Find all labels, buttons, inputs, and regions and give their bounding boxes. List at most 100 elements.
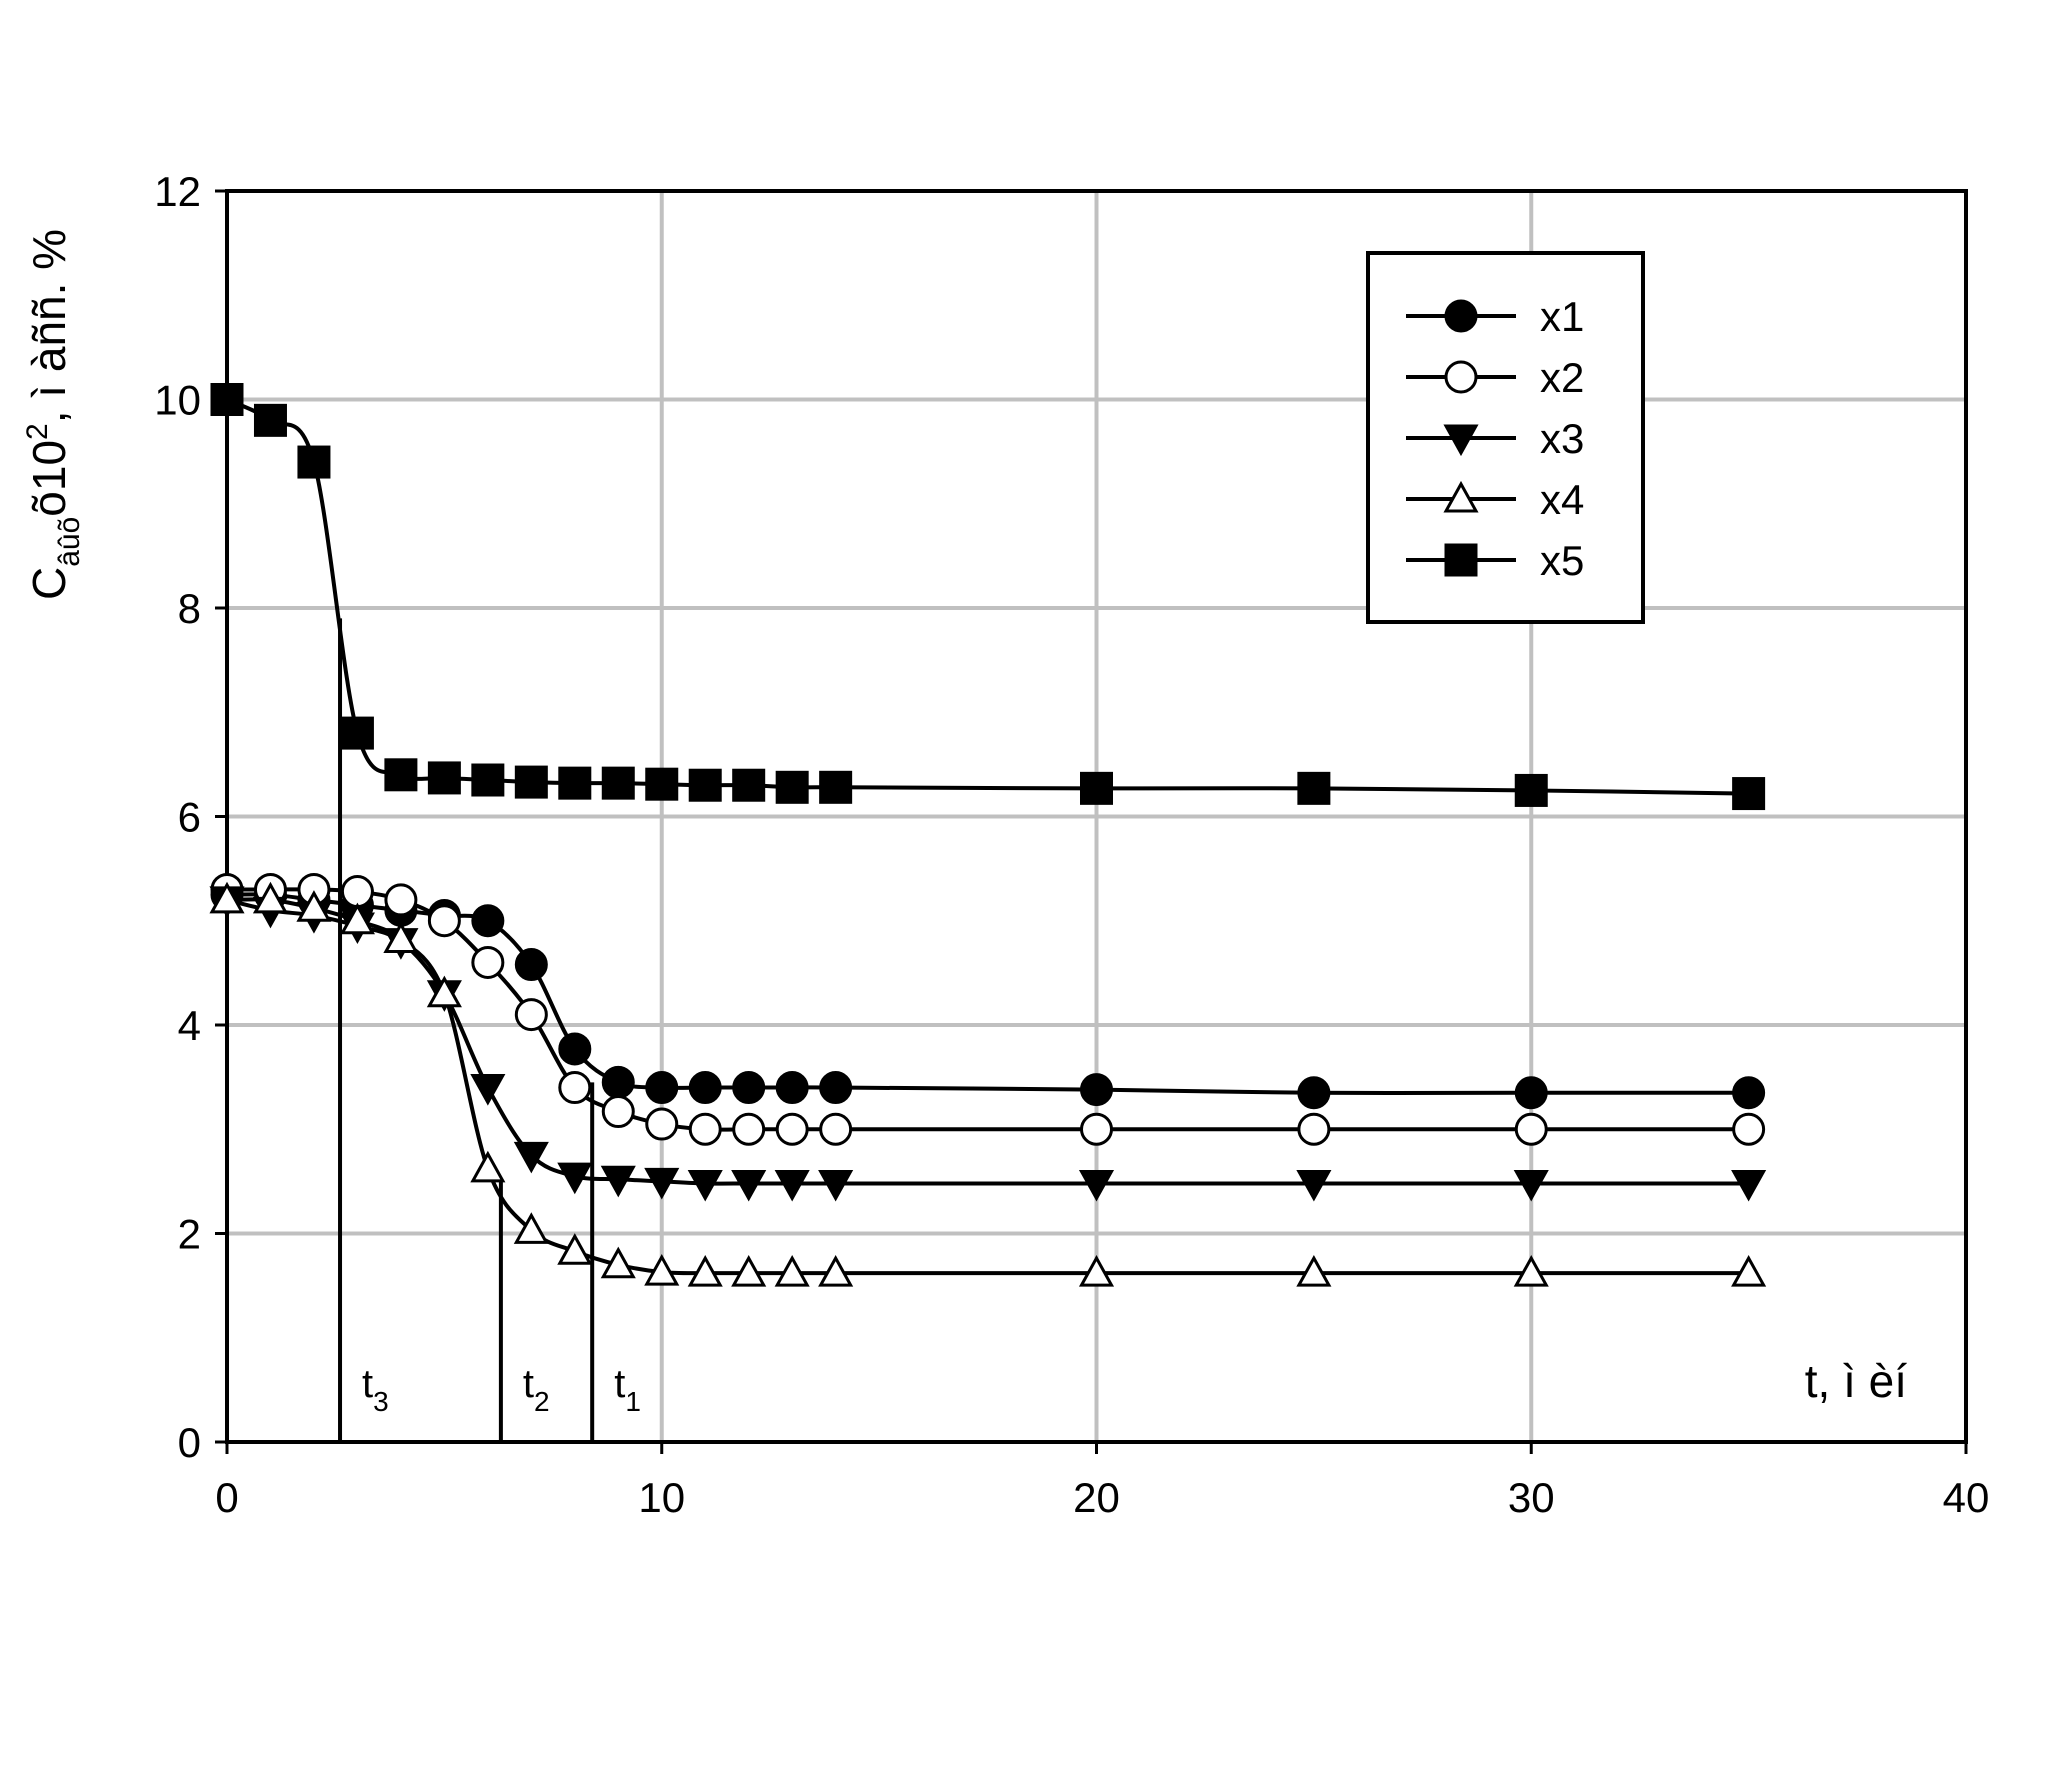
data-point	[210, 383, 244, 416]
legend-marker	[1443, 480, 1479, 513]
data-point	[470, 1150, 506, 1183]
data-point	[426, 975, 462, 1008]
data-point	[644, 1253, 680, 1286]
time-marker-sub: 1	[625, 1386, 641, 1417]
time-marker-sub: 2	[534, 1386, 550, 1417]
data-point	[819, 770, 853, 804]
time-marker-sub: 3	[373, 1386, 389, 1417]
data-point	[383, 921, 419, 954]
data-point	[1078, 1255, 1115, 1287]
data-point	[513, 1212, 549, 1244]
data-point	[296, 890, 332, 922]
data-point	[775, 770, 809, 804]
data-point	[1297, 1112, 1331, 1146]
data-point	[819, 1071, 853, 1105]
data-point	[557, 1162, 593, 1195]
data-point	[644, 1167, 680, 1200]
data-point	[774, 1255, 810, 1287]
data-point	[601, 766, 635, 800]
data-point	[339, 902, 375, 935]
data-point	[1732, 1076, 1766, 1110]
legend-label: x2	[1540, 354, 1584, 401]
data-point	[818, 1169, 854, 1202]
x-tick-label: 0	[215, 1474, 238, 1521]
data-point	[687, 1255, 723, 1287]
x-tick-label: 10	[638, 1474, 685, 1521]
legend-label: x1	[1540, 293, 1584, 340]
data-point	[384, 758, 418, 792]
time-marker-base: t	[523, 1362, 534, 1406]
data-point	[1080, 1112, 1113, 1146]
data-point	[600, 1165, 636, 1198]
x-tick-label: 30	[1508, 1474, 1555, 1521]
data-point	[558, 1071, 592, 1105]
data-point	[731, 1169, 767, 1202]
data-point	[645, 1071, 679, 1105]
data-point	[601, 1065, 635, 1099]
data-point	[384, 883, 418, 917]
data-point	[513, 1141, 549, 1174]
y-label-main: C	[23, 567, 75, 600]
x-tick-label: 40	[1943, 1474, 1990, 1521]
data-point	[775, 1112, 809, 1146]
data-point	[732, 768, 766, 802]
data-point	[1514, 1076, 1548, 1110]
y-label-tail: , ì àññ. %	[23, 229, 75, 423]
data-point	[1732, 1112, 1766, 1146]
y-label-sub: âûõ	[53, 517, 86, 567]
y-label-sup: 2	[21, 423, 54, 440]
time-marker-base: t	[614, 1362, 625, 1406]
data-point	[427, 904, 461, 938]
legend-label: x5	[1540, 537, 1584, 584]
data-point	[1080, 1073, 1113, 1107]
data-point	[558, 1032, 592, 1066]
data-point	[558, 766, 592, 800]
data-point	[645, 1107, 679, 1141]
data-point	[732, 1071, 766, 1105]
data-point	[818, 1255, 854, 1287]
plot-frame	[225, 189, 1968, 1444]
data-point	[1731, 1255, 1767, 1287]
data-point	[252, 881, 289, 914]
data-point	[340, 875, 374, 909]
legend-label: x4	[1540, 476, 1584, 523]
y-tick-label: 4	[178, 1002, 201, 1049]
data-point	[645, 767, 679, 801]
data-point	[514, 998, 548, 1032]
legend-marker	[1444, 360, 1478, 394]
y-tick-label: 10	[154, 377, 201, 424]
data-point	[688, 768, 722, 802]
data-point	[1296, 1169, 1332, 1202]
legend-marker	[1444, 543, 1478, 577]
data-point	[1513, 1169, 1549, 1202]
y-tick-label: 0	[178, 1419, 201, 1466]
data-point	[557, 1233, 593, 1265]
data-point	[1513, 1255, 1549, 1287]
data-point	[600, 1246, 636, 1279]
data-point	[427, 761, 461, 795]
data-point	[1080, 771, 1113, 805]
data-point	[340, 716, 374, 750]
data-point	[731, 1255, 767, 1287]
data-point	[471, 763, 505, 797]
x-tick-label: 20	[1073, 1474, 1120, 1521]
data-point	[253, 403, 287, 437]
data-point	[471, 945, 505, 979]
data-point	[471, 904, 505, 938]
data-point	[1297, 771, 1331, 805]
data-point	[209, 881, 245, 914]
data-point	[514, 765, 548, 799]
legend-label: x3	[1540, 415, 1584, 462]
data-point	[688, 1112, 722, 1146]
data-point	[774, 1169, 810, 1202]
time-marker-label: t3	[362, 1362, 389, 1417]
y-label-mid: õ10	[23, 440, 75, 517]
time-marker-base: t	[362, 1362, 373, 1406]
data-point	[1078, 1169, 1115, 1202]
data-point	[297, 445, 331, 479]
data-point	[1732, 777, 1766, 811]
data-point	[1514, 1112, 1548, 1146]
data-point	[732, 1112, 766, 1146]
